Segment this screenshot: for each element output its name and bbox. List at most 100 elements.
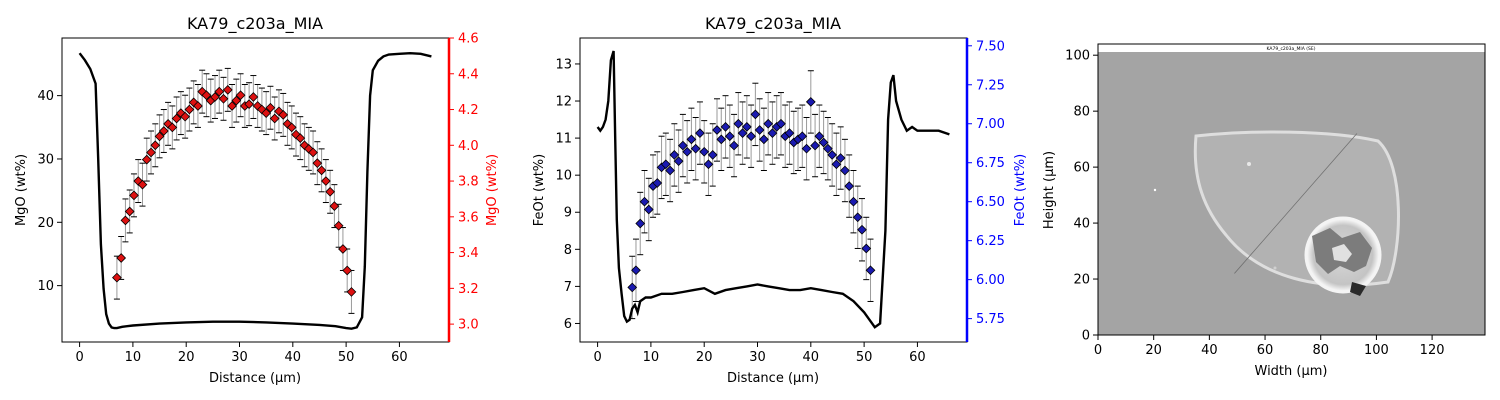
- data-point: [286, 122, 297, 133]
- chart-title: KA79_c203a_MIA: [187, 14, 323, 34]
- y-axis-ticks: 0 20 40 60 80 100: [1065, 49, 1098, 344]
- data-point: [112, 272, 122, 283]
- data-point: [193, 101, 203, 111]
- data-point: [188, 97, 199, 108]
- data-point: [673, 156, 684, 167]
- speck: [1273, 266, 1277, 270]
- data-point: [141, 154, 152, 165]
- data-point: [848, 196, 859, 207]
- x-axis-ticks: 0 10 20 30 40 50 60: [593, 342, 926, 365]
- data-point: [712, 125, 722, 135]
- y-axis-ticks: 10 20 30 40: [37, 89, 62, 294]
- data-point: [303, 144, 314, 154]
- y-tick-label: 9: [564, 206, 572, 221]
- data-point: [269, 113, 280, 124]
- data-point: [784, 128, 795, 138]
- data-point: [669, 150, 680, 160]
- data-point: [120, 215, 131, 226]
- data-point: [333, 220, 344, 231]
- data-point: [827, 150, 838, 160]
- data-markers: [627, 97, 876, 293]
- data-point: [180, 111, 191, 122]
- right-y-tick-label: 6.00: [976, 273, 1005, 288]
- data-point: [635, 218, 646, 229]
- right-y-tick-label: 7.00: [976, 117, 1005, 132]
- data-point: [831, 159, 842, 170]
- speck: [1153, 188, 1157, 192]
- data-point: [823, 143, 833, 154]
- data-point: [278, 110, 289, 120]
- data-point: [222, 84, 233, 95]
- data-point: [801, 143, 812, 154]
- data-point: [814, 131, 825, 142]
- plot-frame: [1097, 43, 1486, 336]
- data-point: [214, 86, 225, 97]
- y-tick-label: 60: [1073, 161, 1090, 176]
- y-tick-label: 40: [37, 89, 54, 104]
- y-tick-label: 13: [555, 57, 572, 72]
- data-point: [682, 146, 693, 157]
- x-axis-label: Distance (µm): [209, 371, 301, 386]
- data-point: [154, 131, 165, 142]
- data-point: [291, 129, 301, 140]
- x-tick-label: 50: [856, 350, 873, 365]
- image-caption: KA79_c203a_MIA (SE): [1267, 46, 1316, 52]
- data-point: [737, 128, 748, 138]
- right-y-tick-label: 7.25: [976, 78, 1005, 93]
- panel-feot: KA79_c203a_MIA 0 10 20 30 40 50 60 6 7 8 9 10 11 12 1…: [532, 14, 1028, 386]
- right-y-tick-label: 7.50: [976, 39, 1005, 54]
- right-y-axis-label: FeOt (wt%): [1013, 154, 1028, 226]
- data-point: [129, 190, 139, 201]
- y-tick-label: 7: [564, 280, 572, 295]
- plot-area: [78, 51, 432, 330]
- data-point: [639, 196, 650, 207]
- panel-sem-image: KA79_c203a_MIA (SE) 0 20 40 60 80 100 120 0 20 4…: [1042, 43, 1486, 379]
- data-point: [840, 165, 850, 176]
- x-tick-label: 0: [593, 350, 601, 365]
- data-point: [652, 178, 663, 188]
- data-point: [865, 265, 876, 276]
- dark-crystal: [1350, 282, 1366, 296]
- data-point: [703, 159, 714, 170]
- data-point: [861, 243, 872, 254]
- data-point: [201, 90, 212, 101]
- series-line: [596, 50, 950, 329]
- data-point: [844, 181, 855, 191]
- data-point: [767, 128, 778, 138]
- x-tick-label: 30: [749, 350, 766, 365]
- data-point: [218, 93, 229, 104]
- data-point: [759, 134, 769, 145]
- y-tick-label: 20: [37, 216, 54, 231]
- data-point: [733, 118, 744, 129]
- data-point: [805, 97, 816, 107]
- data-point: [133, 176, 144, 186]
- data-point: [282, 118, 293, 129]
- right-y-tick-label: 4.2: [458, 103, 479, 118]
- right-y-tick-label: 3.6: [458, 210, 479, 225]
- y-tick-label: 30: [37, 152, 54, 167]
- x-axis-label: Distance (µm): [727, 371, 819, 386]
- sem-image: KA79_c203a_MIA (SE): [1098, 44, 1485, 335]
- x-tick-label: 40: [1201, 343, 1218, 358]
- data-point: [265, 102, 276, 113]
- data-point: [690, 143, 701, 154]
- data-point: [720, 121, 731, 132]
- data-point: [686, 134, 697, 145]
- y-tick-label: 20: [1073, 273, 1090, 288]
- x-tick-label: 30: [231, 350, 248, 365]
- data-point: [643, 204, 654, 215]
- data-point: [776, 118, 786, 129]
- y-tick-label: 40: [1073, 217, 1090, 232]
- right-y-tick-label: 3.8: [458, 175, 479, 190]
- x-tick-label: 40: [803, 350, 820, 365]
- data-point: [707, 150, 718, 160]
- data-point: [754, 125, 765, 135]
- data-point: [699, 146, 710, 157]
- x-tick-label: 20: [696, 350, 713, 365]
- data-point: [171, 113, 182, 124]
- data-point: [678, 140, 688, 151]
- data-point: [810, 140, 820, 151]
- x-tick-label: 20: [1145, 343, 1162, 358]
- x-tick-label: 60: [391, 350, 408, 365]
